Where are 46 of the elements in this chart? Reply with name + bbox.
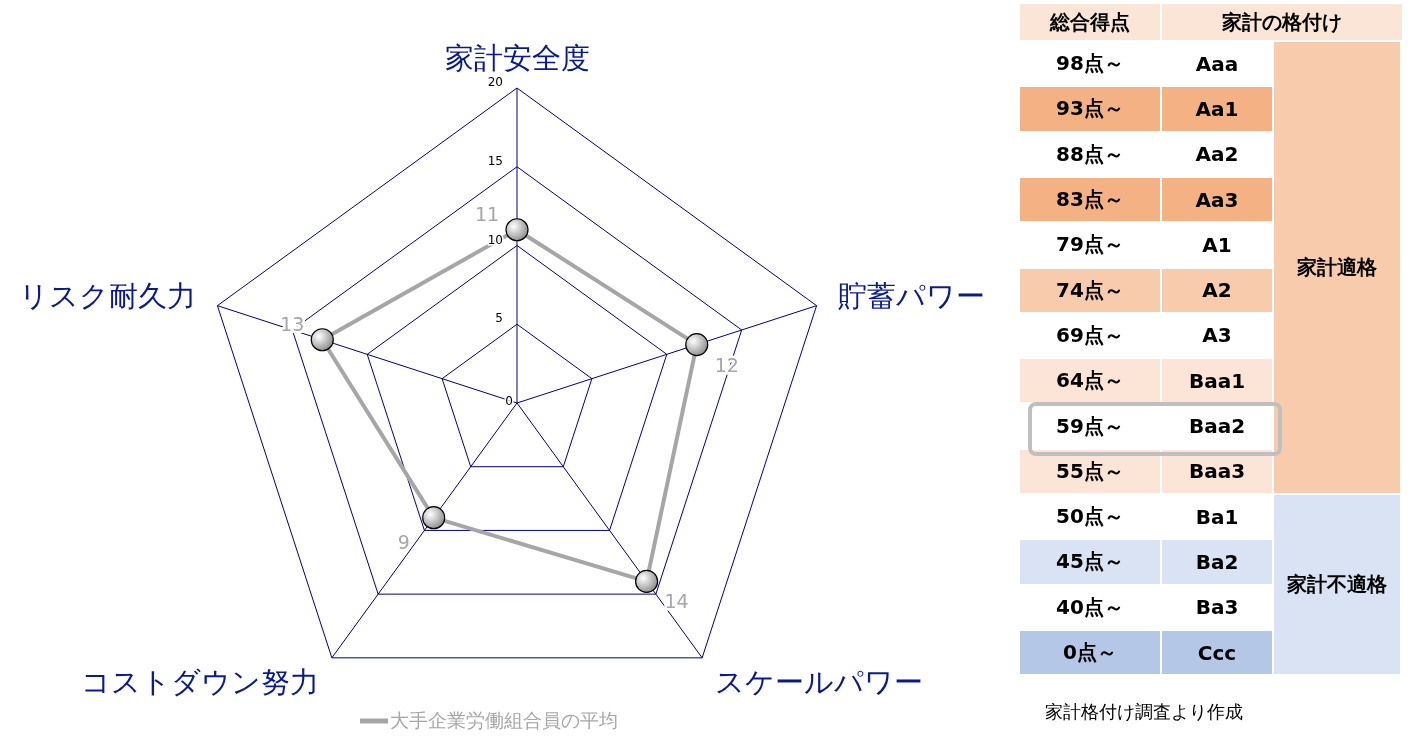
text: A1 <box>1162 223 1272 267</box>
category-label: 0点～ <box>1020 630 1160 675</box>
category-label: 83点～ <box>1020 177 1160 222</box>
spoke-label: スケールパワー <box>715 665 924 700</box>
category-label: 74点～ <box>1020 268 1160 312</box>
category-label: 50点～ <box>1020 495 1160 539</box>
text: 家計の格付け <box>1162 4 1402 40</box>
category-label: 40点～ <box>1020 585 1160 629</box>
y-tick-label: 10 <box>487 232 503 247</box>
text: Ba2 <box>1162 540 1272 584</box>
text: 家計不適格 <box>1274 495 1400 675</box>
spoke-label: 貯蓄パワー <box>837 279 985 314</box>
data-label: 11 <box>474 202 500 225</box>
y-tick-label: 20 <box>487 75 503 89</box>
text: Baa3 <box>1162 449 1272 493</box>
spoke-label: リスク耐久力 <box>19 279 197 314</box>
text: 家計格付け調査より作成 <box>1045 700 1243 724</box>
y-tick-label: 5 <box>495 311 503 326</box>
text: Aaa <box>1162 42 1272 86</box>
text: Baa2 <box>1162 404 1272 448</box>
spoke-label: 家計安全度 <box>444 41 590 75</box>
y-tick-label: 15 <box>487 153 503 168</box>
category-label: 55点～ <box>1020 449 1160 493</box>
category-label: 93点～ <box>1020 87 1160 131</box>
text: Ccc <box>1162 630 1272 675</box>
text: Ba1 <box>1162 495 1272 539</box>
text: A3 <box>1162 313 1272 358</box>
text: A2 <box>1162 268 1272 312</box>
text: Ba3 <box>1162 585 1272 629</box>
text: 家計適格 <box>1274 42 1400 493</box>
text: 総合得点 <box>1020 4 1160 40</box>
category-label: 45点～ <box>1020 540 1160 584</box>
category-label: 98点～ <box>1020 42 1160 86</box>
legend-label: 大手企業労働組合員の平均 <box>390 708 618 733</box>
data-label: 14 <box>664 590 689 613</box>
text: Aa1 <box>1162 87 1272 131</box>
data-label: 9 <box>397 530 410 553</box>
text: Baa1 <box>1162 359 1272 403</box>
text: Aa3 <box>1162 177 1272 222</box>
spoke-label: コストダウン努力 <box>80 665 319 700</box>
category-label: 59点～ <box>1020 404 1160 448</box>
category-label: 79点～ <box>1020 223 1160 267</box>
category-label: 64点～ <box>1020 359 1160 403</box>
text: Aa2 <box>1162 132 1272 176</box>
category-label: 88点～ <box>1020 132 1160 176</box>
category-label: 69点～ <box>1020 313 1160 358</box>
